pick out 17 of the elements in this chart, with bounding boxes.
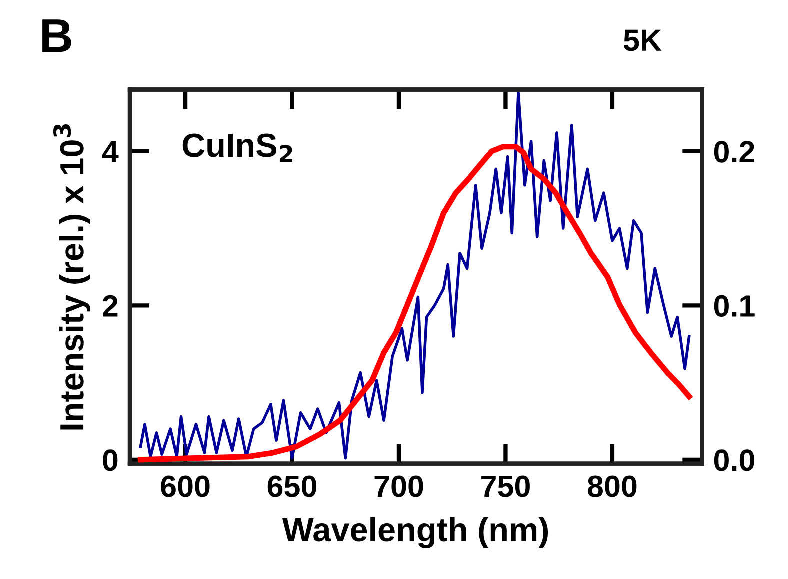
y-tick-label: 0 <box>103 450 118 472</box>
y-tick-label: 2 <box>102 295 118 317</box>
chart-title: 5K <box>624 30 662 52</box>
y2-tick-label: 0.1 <box>714 295 755 318</box>
x-tick-label: 600 <box>161 476 210 498</box>
y-axis-title: Intensity (rel.) x 10$^{3}$ <box>53 124 90 430</box>
annotation: CuInS$_{2}$ <box>182 134 292 162</box>
y-tick-label: 4 <box>102 141 119 163</box>
x-tick-label: 700 <box>374 476 424 498</box>
x-tick-label: 750 <box>482 476 530 498</box>
x-tick-label: 650 <box>268 476 316 498</box>
line-series <box>139 91 691 460</box>
y2-tick-label: 0.2 <box>714 141 754 163</box>
text: B <box>42 20 72 52</box>
y2-tick-label: 0.0 <box>714 450 754 472</box>
x-tick-label: 800 <box>588 476 637 498</box>
x-axis-title: Wavelength (nm) <box>282 517 548 548</box>
